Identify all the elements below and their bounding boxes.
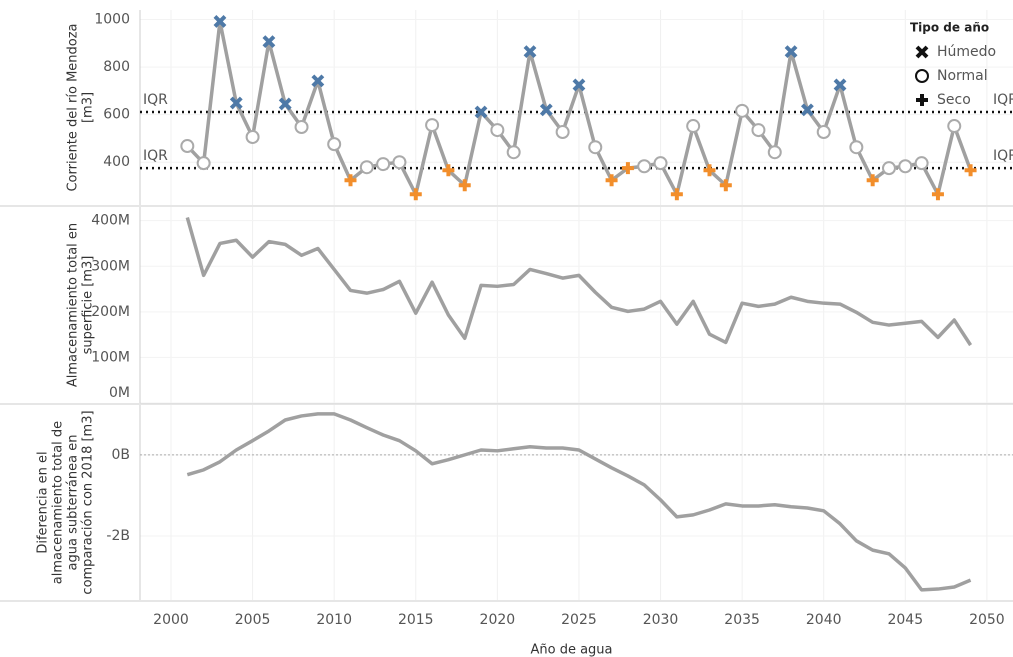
point-marker (784, 45, 798, 59)
point-marker (311, 74, 325, 88)
point-marker (196, 156, 211, 171)
point-marker (719, 179, 732, 192)
legend-marker (916, 94, 928, 106)
point-marker (376, 157, 391, 172)
y-tick-label: 200M (91, 304, 130, 320)
point-marker (605, 174, 618, 187)
point-marker (898, 159, 913, 174)
y-tick-label: 800 (103, 59, 130, 75)
y-axis-title: Diferencia en el (36, 451, 51, 553)
point-marker (344, 174, 357, 187)
reference-label: IQR (993, 92, 1013, 108)
point-marker (555, 124, 570, 139)
y-axis-title: comparación con 2018 [m3] (81, 410, 96, 594)
reference-label: IQR (143, 148, 168, 164)
point-marker (229, 96, 243, 110)
point-marker (409, 188, 422, 201)
point-marker (947, 119, 962, 134)
legend-label: Normal (937, 68, 988, 84)
x-tick-label: 2020 (480, 612, 516, 628)
point-marker (213, 15, 227, 28)
x-tick-label: 2025 (561, 612, 597, 628)
point-marker (751, 123, 766, 138)
point-marker (931, 188, 944, 201)
point-marker (262, 35, 276, 49)
reference-label: IQR (993, 148, 1013, 164)
x-tick-label: 2050 (969, 612, 1005, 628)
x-tick-label: 2030 (643, 612, 679, 628)
y-axis-title: Almacenamiento total en (66, 223, 81, 387)
y-tick-label: 0B (111, 447, 130, 463)
legend-marker (915, 69, 929, 83)
x-tick-label: 2000 (153, 612, 189, 628)
x-tick-label: 2005 (235, 612, 271, 628)
y-axis-title: superficie [m3] (81, 256, 96, 355)
y-tick-label: 300M (91, 258, 130, 274)
y-tick-label: 400 (103, 154, 130, 170)
point-marker (572, 78, 586, 92)
x-tick-label: 2015 (398, 612, 434, 628)
x-tick-label: 2035 (724, 612, 760, 628)
x-tick-label: 2045 (887, 612, 923, 628)
point-marker (474, 105, 488, 119)
point-marker (653, 156, 668, 171)
reference-label: IQR (143, 92, 168, 108)
point-marker (490, 123, 505, 138)
x-axis-title: Año de agua (530, 643, 612, 657)
point-marker (294, 120, 309, 134)
point-marker (458, 179, 471, 192)
y-tick-label: 1000 (94, 12, 130, 28)
point-marker (670, 188, 683, 201)
point-marker (849, 140, 864, 155)
point-marker (278, 97, 292, 111)
y-axis-title: [m3] (81, 92, 96, 123)
x-tick-label: 2010 (316, 612, 352, 628)
point-marker (539, 103, 553, 117)
legend-label: Seco (937, 92, 971, 108)
point-marker (964, 164, 977, 177)
point-marker (621, 162, 634, 175)
point-marker (359, 160, 374, 175)
data-line (186, 412, 972, 592)
y-tick-label: 0M (109, 385, 130, 401)
point-marker (327, 137, 342, 152)
y-axis-title: almacenamiento total de (51, 421, 66, 584)
point-marker (735, 103, 750, 118)
data-line (185, 217, 973, 347)
legend-title: Tipo de año (910, 21, 989, 35)
point-marker (588, 140, 603, 155)
point-marker (866, 174, 879, 187)
point-marker (392, 155, 407, 170)
point-marker (245, 129, 260, 144)
point-marker (506, 145, 521, 160)
x-tick-label: 2040 (806, 612, 842, 628)
point-marker (816, 124, 831, 139)
point-marker (800, 103, 814, 117)
point-marker (767, 145, 782, 160)
y-tick-label: -2B (106, 528, 130, 544)
y-axis-title: agua subterránea en (66, 435, 81, 571)
point-marker (425, 118, 440, 133)
y-tick-label: 600 (103, 107, 130, 123)
point-marker (180, 139, 195, 154)
point-marker (833, 78, 847, 92)
y-tick-label: 400M (91, 213, 130, 229)
legend-marker (915, 45, 929, 59)
point-marker (914, 156, 929, 171)
point-marker (637, 159, 652, 174)
point-marker (703, 164, 716, 177)
point-marker (442, 164, 455, 177)
legend-label: Húmedo (937, 44, 996, 60)
point-marker (686, 119, 701, 134)
y-tick-label: 100M (91, 349, 130, 365)
point-marker (881, 161, 896, 176)
point-marker (523, 45, 537, 59)
y-axis-title: Corriente del río Mendoza (66, 23, 81, 191)
